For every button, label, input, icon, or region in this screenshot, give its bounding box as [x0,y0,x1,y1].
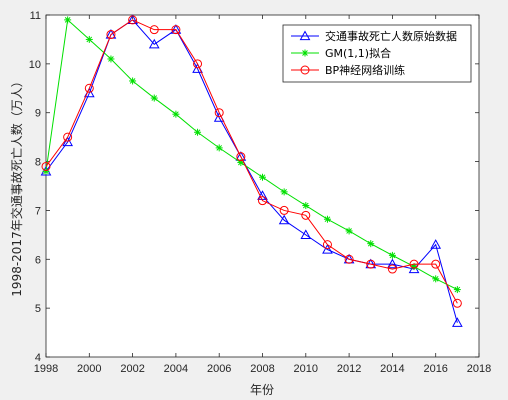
data-point [215,144,223,152]
x-tick-label: 2018 [467,363,491,375]
x-tick-label: 2000 [77,363,101,375]
legend-marker [301,49,309,57]
y-axis-ticks: 4 5 6 7 8 9 10 11 [29,10,479,364]
data-point [430,239,442,249]
data-point [280,188,288,196]
data-point [107,55,115,63]
legend-entry: GM(1,1)拟合 [291,46,391,60]
data-point [345,227,353,235]
data-point [322,240,332,250]
legend-entry: 交通事故死亡人数原始数据 [291,29,457,43]
data-point [300,229,312,239]
data-point [432,275,440,283]
data-point [64,16,72,24]
data-point [62,136,73,147]
data-point [258,196,267,206]
series-line [45,18,458,291]
data-point [259,173,266,181]
y-axis-label: 1998-2017年交通事故死亡人数（万人） [9,75,24,296]
data-point [409,259,419,269]
data-point [322,243,333,254]
legend-label: BP神经网络训练 [325,63,405,77]
y-tick-label: 11 [30,10,41,22]
data-point [63,132,73,142]
legend-label: 交通事故死亡人数原始数据 [325,29,457,43]
y-tick-label: 9 [35,108,41,120]
data-point [194,128,202,136]
x-axis-label: 年份 [250,383,274,397]
series-2 [42,16,461,294]
legend-label: GM(1,1)拟合 [325,46,391,60]
data-point [387,264,397,274]
data-point [128,15,138,25]
legend-marker [299,30,311,41]
data-point [150,94,158,102]
legend-entry: BP神经网络训练 [291,63,405,77]
data-point [452,317,463,327]
data-point [171,25,181,35]
legend: 交通事故死亡人数原始数据 GM(1,1)拟合 BP神经网络训练 [282,24,472,83]
data-point [431,259,441,269]
x-tick-label: 2012 [337,363,361,375]
data-point [236,152,246,162]
y-tick-label: 10 [29,59,41,71]
y-tick-label: 8 [35,157,41,169]
data-point [193,59,203,69]
series-3 [41,15,462,308]
data-point [172,110,180,118]
data-point [344,254,354,264]
data-point [453,286,461,294]
data-point [85,35,93,43]
x-tick-label: 2002 [120,363,144,375]
y-tick-label: 5 [35,303,41,315]
data-point [452,298,462,308]
x-axis-ticks: 1998 2000 2002 2004 2006 2008 2010 2012 2014 2016… [34,15,491,375]
data-point [214,108,224,118]
data-point [301,210,311,220]
data-point [148,38,160,49]
data-point [323,215,331,223]
data-point [366,259,376,269]
data-point [279,205,289,215]
x-tick-label: 2006 [207,363,231,375]
x-tick-label: 2016 [423,363,447,375]
y-tick-label: 4 [35,352,41,364]
data-point [388,251,396,259]
data-point [387,258,398,269]
x-tick-label: 2004 [164,363,188,375]
data-point [367,240,375,248]
data-point [278,214,290,225]
data-point [42,167,50,175]
data-point [84,83,94,93]
y-tick-label: 7 [35,205,41,217]
data-point [129,77,137,85]
x-tick-label: 2008 [250,363,274,375]
data-point [149,25,159,35]
series-layer [40,14,463,327]
data-point [302,202,310,210]
x-tick-label: 2014 [380,363,404,375]
x-tick-label: 1998 [34,363,58,375]
x-tick-label: 2010 [294,363,318,375]
data-point [41,161,51,171]
data-point [106,30,116,40]
legend-marker [300,65,310,75]
y-tick-label: 6 [35,254,41,266]
